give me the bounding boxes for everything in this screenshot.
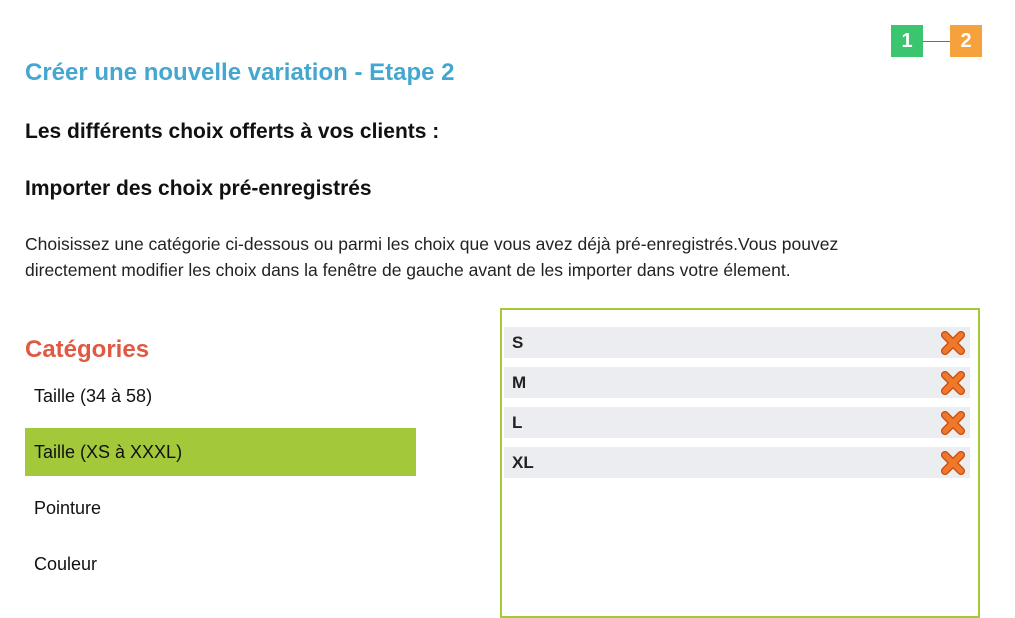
choice-item-s[interactable]: S	[504, 327, 970, 358]
import-description: Choisissez une catégorie ci-dessous ou p…	[25, 234, 839, 280]
choice-label: XL	[512, 452, 534, 472]
step-connector	[923, 40, 950, 42]
delete-x-icon[interactable]	[940, 330, 966, 356]
categories-list: Taille (34 à 58) Taille (XS à XXXL) Poin…	[25, 372, 416, 596]
choice-label: S	[512, 332, 524, 352]
choice-item-l[interactable]: L	[504, 407, 970, 438]
category-item-pointure[interactable]: Pointure	[34, 497, 102, 518]
categories-title: Catégories	[25, 336, 150, 363]
choice-label: M	[512, 372, 527, 392]
delete-x-icon[interactable]	[940, 450, 966, 476]
page-title: Créer une nouvelle variation - Etape 2	[25, 59, 455, 86]
choices-panel: S M L XL	[500, 308, 980, 618]
step-1-badge: 1	[891, 25, 923, 57]
step-indicator: 1 2	[891, 25, 982, 57]
delete-x-icon[interactable]	[940, 410, 966, 436]
category-item-taille-34-58[interactable]: Taille (34 à 58)	[34, 385, 153, 406]
import-title: Importer des choix pré-enregistrés	[25, 177, 372, 200]
delete-x-icon[interactable]	[940, 370, 966, 396]
choices-subtitle: Les différents choix offerts à vos clien…	[25, 120, 440, 143]
category-item-taille-xs-xxxl[interactable]: Taille (XS à XXXL)	[25, 428, 416, 476]
choice-item-xl[interactable]: XL	[504, 447, 970, 478]
choice-item-m[interactable]: M	[504, 367, 970, 398]
category-item-couleur[interactable]: Couleur	[34, 553, 98, 574]
step-2-badge: 2	[950, 25, 982, 57]
choice-label: L	[512, 412, 523, 432]
